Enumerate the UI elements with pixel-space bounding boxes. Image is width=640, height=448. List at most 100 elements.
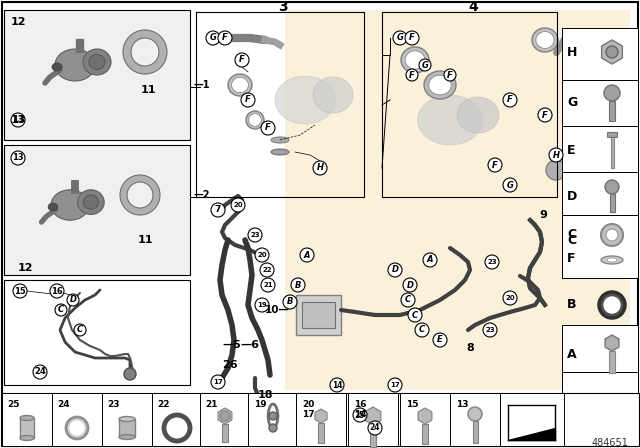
Bar: [562, 215, 638, 278]
Bar: [196, 12, 364, 197]
Text: 24: 24: [370, 423, 380, 432]
Bar: [248, 393, 298, 446]
Text: 25: 25: [8, 400, 20, 409]
Bar: [119, 419, 135, 437]
Bar: [562, 372, 638, 419]
Circle shape: [67, 294, 79, 306]
Text: F: F: [265, 124, 271, 133]
Text: 12: 12: [17, 263, 33, 273]
Ellipse shape: [246, 111, 264, 129]
Circle shape: [388, 263, 402, 277]
Text: —6: —6: [240, 340, 259, 350]
Bar: [500, 393, 564, 446]
Text: D: D: [406, 280, 413, 289]
Bar: [562, 80, 638, 126]
Circle shape: [488, 158, 502, 172]
Circle shape: [70, 421, 84, 435]
Text: 12: 12: [10, 17, 26, 27]
Ellipse shape: [249, 114, 261, 126]
Circle shape: [124, 368, 136, 380]
Bar: [4, 10, 190, 140]
Ellipse shape: [48, 203, 58, 211]
Ellipse shape: [83, 195, 99, 209]
Circle shape: [406, 69, 418, 81]
Circle shape: [261, 121, 275, 135]
Circle shape: [211, 203, 225, 217]
Bar: [609, 101, 615, 121]
Circle shape: [393, 31, 407, 45]
Text: 8: 8: [466, 343, 474, 353]
Text: C: C: [77, 326, 83, 335]
Text: 24: 24: [58, 400, 70, 409]
Text: A: A: [567, 349, 577, 362]
Text: 7: 7: [215, 206, 221, 215]
Polygon shape: [602, 40, 622, 64]
Ellipse shape: [228, 74, 252, 96]
Text: 10—: 10—: [265, 305, 290, 315]
Bar: [607, 132, 617, 137]
Text: 15: 15: [14, 287, 26, 296]
Ellipse shape: [271, 137, 289, 143]
Circle shape: [401, 293, 415, 307]
Text: B: B: [295, 280, 301, 289]
Text: 18: 18: [258, 390, 273, 400]
Text: B: B: [287, 297, 293, 306]
Circle shape: [538, 108, 552, 122]
Circle shape: [423, 253, 437, 267]
Bar: [450, 393, 500, 446]
Text: 16
14: 16 14: [354, 400, 366, 419]
Circle shape: [13, 284, 27, 298]
Text: 9: 9: [539, 210, 547, 220]
Circle shape: [483, 323, 497, 337]
Text: F: F: [239, 56, 245, 65]
Circle shape: [313, 161, 327, 175]
Text: C: C: [419, 326, 425, 335]
Circle shape: [74, 324, 86, 336]
Text: C: C: [58, 306, 64, 314]
Polygon shape: [315, 409, 327, 423]
Ellipse shape: [20, 415, 34, 421]
Ellipse shape: [457, 97, 499, 133]
Text: —2: —2: [193, 190, 209, 200]
Text: 4: 4: [468, 0, 478, 14]
Wedge shape: [123, 30, 167, 74]
Circle shape: [415, 323, 429, 337]
Text: 13: 13: [10, 115, 26, 125]
Text: 25: 25: [355, 410, 365, 419]
Circle shape: [255, 248, 269, 262]
Bar: [348, 393, 398, 446]
Text: 21: 21: [205, 400, 218, 409]
Bar: [4, 145, 190, 275]
Text: 13: 13: [12, 154, 24, 163]
Text: 22: 22: [262, 267, 272, 273]
Circle shape: [330, 378, 344, 392]
Circle shape: [66, 417, 88, 439]
Circle shape: [220, 411, 230, 421]
Text: E: E: [567, 143, 575, 156]
Text: G: G: [507, 181, 513, 190]
Circle shape: [235, 53, 249, 67]
Bar: [102, 393, 152, 446]
Bar: [296, 393, 346, 446]
Circle shape: [408, 308, 422, 322]
Circle shape: [291, 278, 305, 292]
Ellipse shape: [313, 77, 353, 113]
Circle shape: [546, 160, 566, 180]
Text: 24: 24: [34, 367, 46, 376]
Bar: [609, 194, 614, 212]
Circle shape: [218, 31, 232, 45]
Ellipse shape: [119, 435, 135, 439]
Text: D: D: [567, 190, 577, 203]
Text: G: G: [567, 96, 577, 109]
Circle shape: [11, 113, 25, 127]
Circle shape: [255, 298, 269, 312]
Ellipse shape: [89, 55, 105, 69]
Text: C: C: [567, 228, 576, 241]
Circle shape: [353, 408, 367, 422]
Text: 20: 20: [505, 295, 515, 301]
Text: G: G: [397, 34, 403, 43]
Text: 14: 14: [332, 380, 342, 389]
Circle shape: [485, 255, 499, 269]
Bar: [4, 280, 190, 385]
Circle shape: [206, 31, 220, 45]
